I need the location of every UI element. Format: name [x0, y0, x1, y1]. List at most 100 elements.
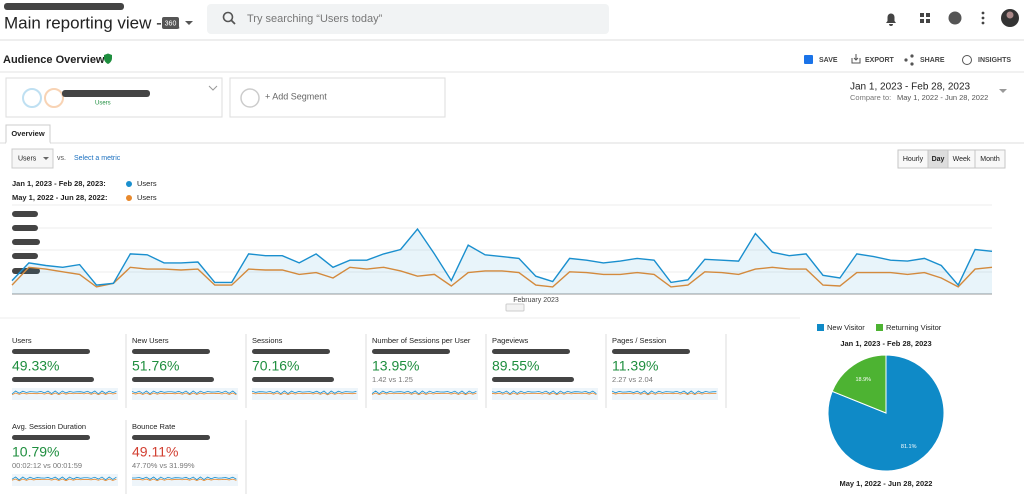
search-icon — [222, 11, 234, 23]
report-title: Audience Overview — [3, 54, 105, 66]
save-icon[interactable] — [804, 55, 813, 64]
redacted — [492, 377, 574, 382]
tile-change: 49.33% — [12, 358, 59, 374]
segment-ring — [22, 88, 42, 108]
insights-icon[interactable] — [962, 55, 972, 65]
more-icon[interactable] — [981, 11, 985, 25]
search-icon — [230, 19, 236, 25]
segment-card[interactable] — [5, 77, 223, 118]
granularity-label: Week — [953, 156, 971, 163]
tile-comparison: 2.27 vs 2.04 — [612, 375, 653, 384]
select-metric[interactable]: Select a metric — [74, 155, 121, 162]
vs-label: vs. — [57, 155, 66, 162]
tile-change: 13.95% — [372, 358, 419, 374]
share-button[interactable]: SHARE — [920, 57, 945, 64]
tile-label: New Users — [132, 336, 169, 345]
legend-period: Jan 1, 2023 - Feb 28, 2023: — [12, 179, 106, 188]
sparkline — [251, 392, 357, 396]
dropdown-arrow[interactable] — [999, 89, 1007, 93]
help-icon[interactable] — [948, 11, 962, 25]
redacted — [4, 3, 124, 10]
compare-range: May 1, 2022 - Jun 28, 2022 — [897, 93, 988, 102]
tile-change: 89.55% — [492, 358, 539, 374]
trend-chart: February 2023 — [11, 204, 993, 312]
export-button[interactable]: EXPORT — [865, 57, 895, 64]
segment-card[interactable] — [229, 77, 446, 118]
redacted — [252, 349, 330, 354]
avatar — [1006, 11, 1014, 19]
tab-label: Overview — [11, 129, 45, 138]
sparkline-bg — [132, 388, 238, 400]
verified-icon — [104, 53, 112, 64]
sparkline — [131, 392, 237, 396]
dropdown-arrow[interactable] — [185, 21, 193, 25]
share-icon[interactable] — [904, 54, 914, 66]
tile-label: Avg. Session Duration — [12, 422, 86, 431]
tile-label: Users — [12, 336, 32, 345]
sparkline — [491, 390, 597, 395]
sparkline — [11, 478, 117, 482]
tile-label: Bounce Rate — [132, 422, 175, 431]
granularity-group: Hourly Day Week Month — [897, 149, 1006, 169]
collapse-button[interactable] — [505, 303, 525, 312]
redacted — [612, 349, 690, 354]
redacted — [62, 90, 150, 97]
redacted — [132, 377, 214, 382]
pie-slice — [831, 354, 887, 414]
sparkline — [131, 476, 237, 481]
legend-period: May 1, 2022 - Jun 28, 2022: — [12, 193, 107, 202]
sparkline — [371, 392, 477, 396]
dropdown-arrow[interactable] — [208, 85, 218, 91]
legend-dot — [126, 181, 132, 187]
granularity-label: Day — [932, 156, 945, 163]
segment-ring — [44, 88, 64, 108]
tile-change: 49.11% — [132, 444, 178, 460]
search-box[interactable] — [207, 4, 609, 34]
redacted — [132, 435, 210, 440]
metric-select[interactable] — [11, 148, 54, 169]
legend-name: Users — [137, 193, 157, 202]
sparkline — [251, 390, 357, 395]
sparkline — [131, 390, 237, 395]
add-segment[interactable]: + Add Segment — [265, 91, 327, 101]
insights-button[interactable]: INSIGHTS — [978, 57, 1011, 64]
redacted — [12, 239, 40, 245]
area-fill — [12, 229, 992, 294]
date-range[interactable]: Jan 1, 2023 - Feb 28, 2023 — [850, 82, 971, 93]
slice-label: 81.1% — [901, 444, 917, 450]
pie-title: Jan 1, 2023 - Feb 28, 2023 — [840, 339, 931, 348]
redacted — [252, 377, 334, 382]
redacted — [12, 211, 38, 217]
redacted — [12, 349, 90, 354]
pie-caption: May 1, 2022 - Jun 28, 2022 — [840, 479, 933, 488]
tile-change: 51.76% — [132, 358, 179, 374]
sparkline — [611, 390, 717, 395]
granularity-button[interactable] — [974, 149, 1006, 169]
sparkline-bg — [132, 474, 238, 486]
save-button[interactable]: SAVE — [819, 57, 838, 64]
badge-bg — [162, 17, 179, 29]
legend-label: Returning Visitor — [886, 323, 942, 332]
sparkline — [131, 478, 237, 482]
tile-label: Pageviews — [492, 336, 529, 345]
pie-chart: New Visitor Returning Visitor Jan 1, 2023 … — [817, 323, 945, 488]
sparkline-bg — [492, 388, 598, 400]
redacted — [132, 349, 210, 354]
sparkline — [11, 392, 117, 396]
legend-swatch — [876, 324, 883, 331]
tile-change: 11.39% — [612, 358, 658, 374]
view-title[interactable]: Main reporting view - ... — [4, 13, 181, 32]
badge: 360 — [165, 20, 177, 27]
redacted — [12, 435, 90, 440]
legend-name: Users — [137, 179, 157, 188]
export-icon[interactable] — [851, 54, 861, 64]
segment-label: Users — [95, 101, 111, 107]
tile-change: 70.16% — [252, 358, 299, 374]
redacted — [12, 225, 38, 231]
sparkline — [491, 392, 597, 396]
apps-icon[interactable] — [920, 13, 930, 23]
compare-label: Compare to: — [850, 93, 891, 102]
notifications-icon[interactable] — [886, 13, 896, 27]
sparkline — [11, 390, 117, 395]
